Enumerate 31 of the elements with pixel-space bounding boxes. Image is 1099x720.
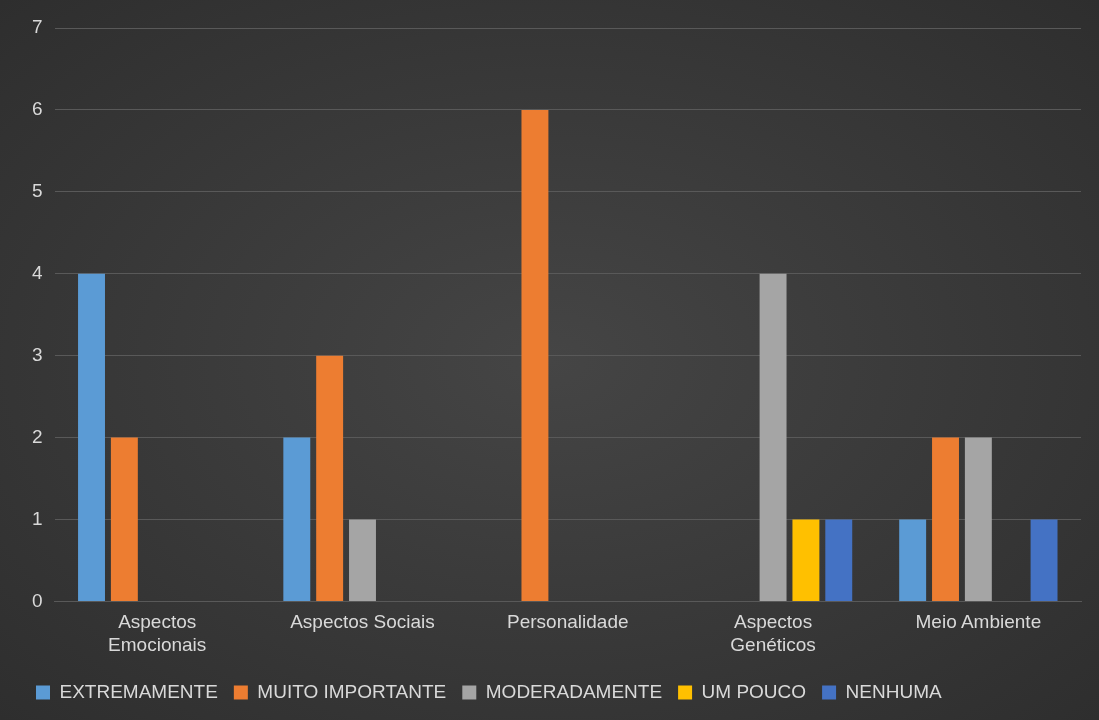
legend-label: MODERADAMENTE (485, 680, 663, 702)
bar (792, 519, 820, 601)
x-tick-label: Aspectos Genéticos (730, 611, 816, 655)
legend-label: EXTREMAMENTE (59, 680, 218, 702)
bar (78, 273, 105, 601)
bar (932, 437, 959, 601)
bar (825, 519, 853, 601)
y-tick-label: 6 (31, 98, 43, 120)
legend-label: NENHUMA (845, 680, 942, 702)
y-tick-label: 2 (31, 425, 43, 447)
y-tick-label: 1 (31, 507, 43, 529)
bar (316, 355, 344, 601)
bar (349, 519, 376, 601)
y-tick-label: 7 (31, 16, 43, 38)
y-tick-label: 0 (31, 589, 43, 611)
bar (759, 273, 787, 601)
bar (521, 109, 549, 601)
bar (283, 437, 311, 601)
y-tick-label: 3 (31, 343, 43, 365)
bar (1030, 519, 1058, 601)
x-tick-label: Aspectos Sociais (290, 611, 435, 633)
x-tick-label: Meio Ambiente (915, 611, 1042, 633)
x-tick-label: Aspectos Emocionais (108, 611, 207, 655)
legend-label: MUITO IMPORTANTE (257, 680, 447, 702)
legend-label: UM POUCO (701, 680, 807, 702)
x-tick-label: Personalidade (507, 611, 629, 633)
bar (110, 437, 138, 601)
y-tick-label: 5 (31, 180, 43, 202)
bar (964, 437, 992, 601)
bar (899, 519, 927, 601)
y-tick-label: 4 (31, 261, 43, 283)
